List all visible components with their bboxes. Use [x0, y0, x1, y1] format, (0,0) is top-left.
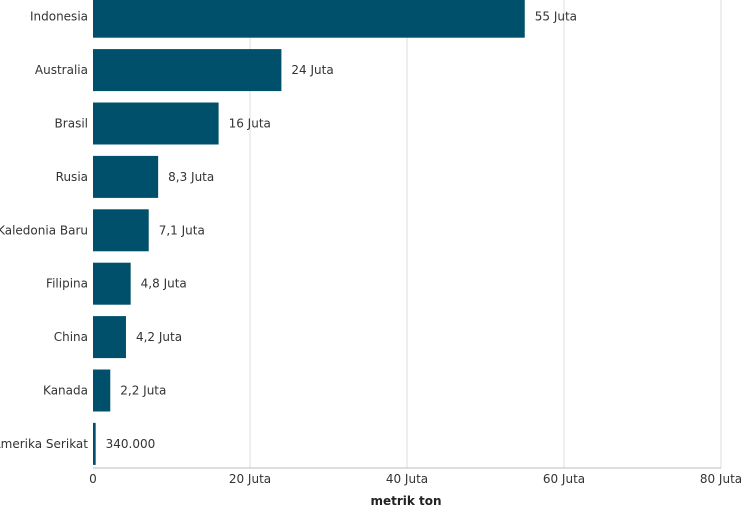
value-label: 16 Juta	[229, 117, 271, 131]
x-tick-label: 80 Juta	[700, 472, 742, 486]
value-label: 24 Juta	[291, 63, 333, 77]
category-label: China	[54, 330, 88, 344]
category-label: Amerika Serikat	[0, 437, 88, 451]
bar	[93, 262, 131, 305]
value-label: 2,2 Juta	[120, 384, 166, 398]
category-label: Indonesia	[30, 10, 88, 24]
grid-lines	[249, 0, 722, 468]
bar	[93, 316, 126, 359]
bar	[93, 369, 111, 412]
value-label: 8,3 Juta	[168, 170, 214, 184]
value-label: 340.000	[106, 437, 156, 451]
category-label: Rusia	[56, 170, 88, 184]
category-label: Brasil	[55, 117, 88, 131]
x-tick-label: 20 Juta	[229, 472, 271, 486]
x-tick-label: 40 Juta	[386, 472, 428, 486]
bar	[93, 209, 149, 252]
category-label: Australia	[35, 63, 88, 77]
bars: Indonesia 55 Juta Australia 24 Juta Brasil 16…	[0, 0, 577, 465]
category-label: Kaledonia Baru	[0, 223, 88, 237]
value-label: 55 Juta	[535, 10, 577, 24]
category-label: Kanada	[43, 384, 88, 398]
category-label: Filipina	[46, 277, 88, 291]
bar	[93, 422, 96, 465]
bar	[93, 49, 282, 92]
x-axis-ticks: 0 20 Juta 40 Juta 60 Juta 80 Juta	[89, 472, 742, 486]
x-tick-label: 0	[89, 472, 97, 486]
value-label: 4,2 Juta	[136, 330, 182, 344]
value-label: 7,1 Juta	[159, 223, 205, 237]
x-axis-title: metrik ton	[370, 494, 441, 506]
bar	[93, 155, 159, 198]
bar	[93, 102, 219, 145]
bar	[93, 0, 525, 38]
value-label: 4,8 Juta	[141, 277, 187, 291]
x-tick-label: 60 Juta	[543, 472, 585, 486]
